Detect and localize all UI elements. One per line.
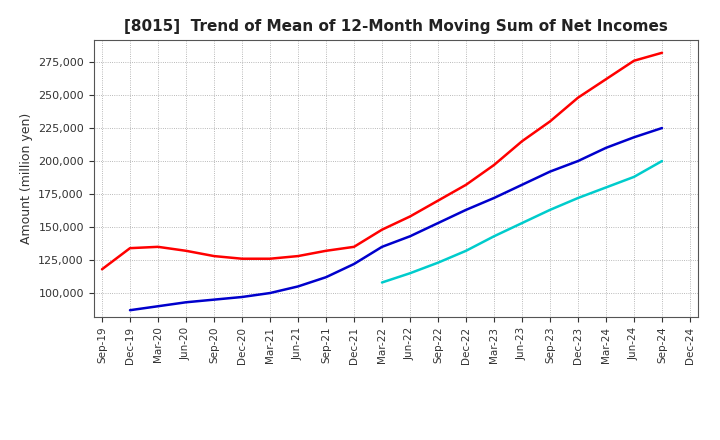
- Y-axis label: Amount (million yen): Amount (million yen): [19, 113, 32, 244]
- Title: [8015]  Trend of Mean of 12-Month Moving Sum of Net Incomes: [8015] Trend of Mean of 12-Month Moving …: [124, 19, 668, 34]
